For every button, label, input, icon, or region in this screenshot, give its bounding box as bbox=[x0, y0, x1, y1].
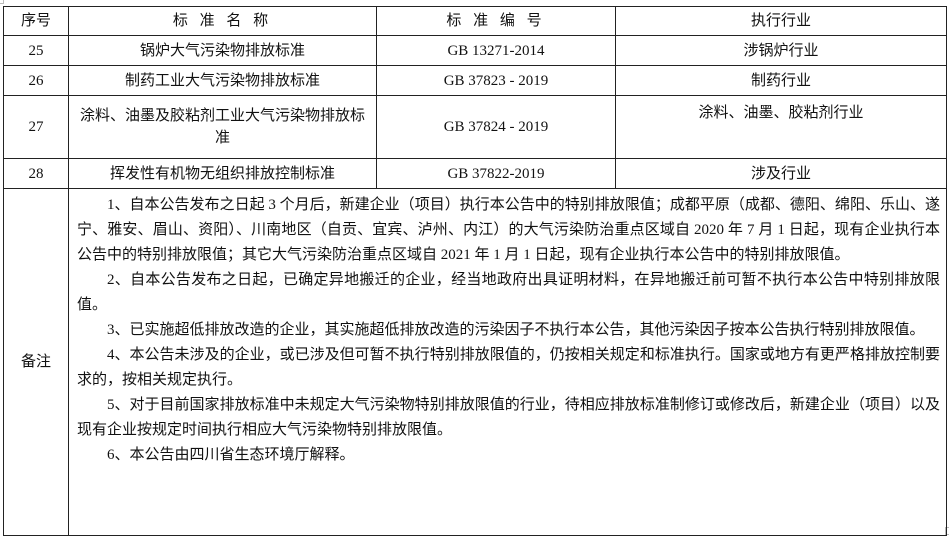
row-industry: 涂料、油墨、胶粘剂行业 bbox=[615, 95, 947, 159]
header-code: 标 准 编 号 bbox=[376, 6, 616, 36]
row-no: 27 bbox=[3, 95, 69, 159]
row-industry: 制药行业 bbox=[615, 65, 947, 96]
table-row: 27 涂料、油墨及胶粘剂工业大气污染物排放标准 GB 37824 - 2019 … bbox=[3, 95, 947, 159]
row-no: 28 bbox=[3, 158, 69, 189]
row-industry: 涉锅炉行业 bbox=[615, 35, 947, 66]
note-paragraph: 3、已实施超低排放改造的企业，其实施超低排放改造的污染因子不执行本公告，其他污染… bbox=[107, 322, 925, 338]
header-name: 标 准 名 称 bbox=[68, 6, 377, 36]
row-name: 锅炉大气污染物排放标准 bbox=[68, 35, 377, 66]
note-paragraph: 5、对于目前国家排放标准中未规定大气污染物特别排放限值的行业，待相应排放标准制修… bbox=[77, 397, 940, 438]
row-code: GB 37823 - 2019 bbox=[376, 65, 616, 96]
table-header-row: 序号 标 准 名 称 标 准 编 号 执行行业 bbox=[3, 6, 947, 36]
note-paragraph: 1、自本公告发布之日起 3 个月后，新建企业（项目）执行本公告中的特别排放限值；… bbox=[77, 197, 940, 263]
row-industry: 涉及行业 bbox=[615, 158, 947, 189]
note-paragraph: 2、自本公告发布之日起，已确定异地搬迁的企业，经当地政府出具证明材料，在异地搬迁… bbox=[77, 272, 940, 313]
page-corner-mark bbox=[0, 0, 4, 4]
header-industry: 执行行业 bbox=[615, 6, 947, 36]
standards-table: 序号 标 准 名 称 标 准 编 号 执行行业 25 锅炉大气污染物排放标准 G… bbox=[3, 6, 947, 536]
row-no: 25 bbox=[3, 35, 69, 66]
row-name: 涂料、油墨及胶粘剂工业大气污染物排放标准 bbox=[68, 95, 377, 159]
row-code: GB 37824 - 2019 bbox=[376, 95, 616, 159]
note-paragraph: 6、本公告由四川省生态环境厅解释。 bbox=[107, 447, 355, 463]
notes-label: 备注 bbox=[3, 188, 69, 536]
row-code: GB 37822-2019 bbox=[376, 158, 616, 189]
row-name: 制药工业大气污染物排放标准 bbox=[68, 65, 377, 96]
notes-row: 备注 1、自本公告发布之日起 3 个月后，新建企业（项目）执行本公告中的特别排放… bbox=[3, 188, 947, 536]
table-row: 26 制药工业大气污染物排放标准 GB 37823 - 2019 制药行业 bbox=[3, 65, 947, 96]
table-row: 25 锅炉大气污染物排放标准 GB 13271-2014 涉锅炉行业 bbox=[3, 35, 947, 66]
row-name: 挥发性有机物无组织排放控制标准 bbox=[68, 158, 377, 189]
row-code: GB 13271-2014 bbox=[376, 35, 616, 66]
note-paragraph: 4、本公告未涉及的企业，或已涉及但可暂不执行特别排放限值的，仍按相关规定和标准执… bbox=[77, 347, 940, 388]
header-no: 序号 bbox=[3, 6, 69, 36]
table-row: 28 挥发性有机物无组织排放控制标准 GB 37822-2019 涉及行业 bbox=[3, 158, 947, 189]
row-no: 26 bbox=[3, 65, 69, 96]
notes-content: 1、自本公告发布之日起 3 个月后，新建企业（项目）执行本公告中的特别排放限值；… bbox=[68, 188, 947, 536]
